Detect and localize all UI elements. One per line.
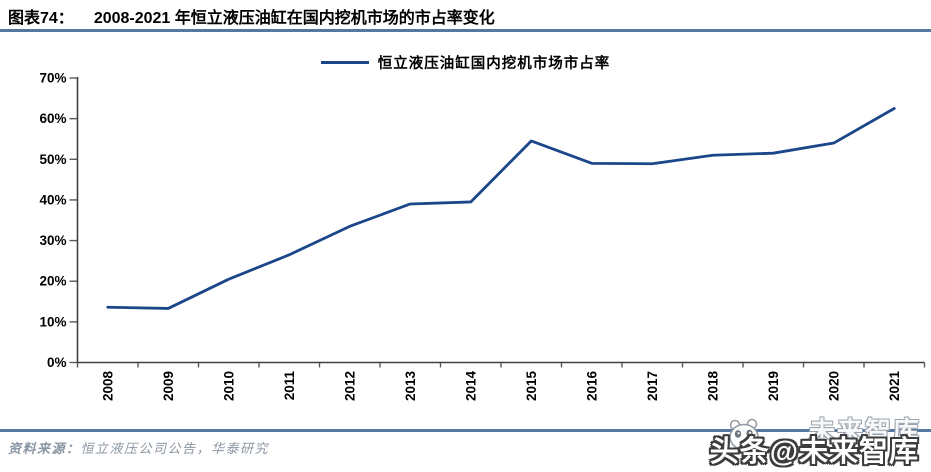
x-axis-tick-label: 2014 bbox=[463, 371, 478, 402]
y-axis-tick-label: 70% bbox=[39, 71, 66, 86]
x-axis-tick-label: 2021 bbox=[887, 371, 902, 402]
x-axis-tick-label: 2008 bbox=[100, 371, 115, 402]
x-axis-tick-label: 2015 bbox=[524, 371, 539, 402]
figure-number-label: 图表74： bbox=[8, 10, 74, 27]
market-share-line bbox=[106, 107, 896, 310]
x-axis-tick-label: 2016 bbox=[584, 371, 599, 402]
x-axis-tick-label: 2010 bbox=[221, 371, 236, 401]
title-divider bbox=[0, 29, 931, 32]
y-axis-tick-label: 10% bbox=[39, 314, 66, 329]
legend-label: 恒立液压油缸国内挖机市场市占率 bbox=[377, 56, 611, 72]
x-axis-tick-label: 2009 bbox=[161, 371, 176, 401]
page-title: 图表74： 2008-2021 年恒立液压油缸在国内挖机市场的市占率变化 bbox=[8, 4, 495, 28]
y-axis-tick-label: 60% bbox=[39, 111, 66, 126]
x-axis-tick-label: 2017 bbox=[645, 371, 660, 401]
source-text: 恒立液压公司公告，华泰研究 bbox=[80, 441, 270, 456]
y-axis-tick-label: 40% bbox=[39, 192, 66, 207]
footer-divider bbox=[0, 429, 931, 432]
source-note: 资料来源：恒立液压公司公告，华泰研究 bbox=[8, 438, 269, 457]
x-axis-tick-label: 2019 bbox=[766, 371, 781, 401]
x-axis-tick-label: 2013 bbox=[403, 371, 418, 402]
x-axis-tick-label: 2011 bbox=[282, 371, 297, 401]
x-axis-tick-label: 2012 bbox=[342, 371, 357, 401]
x-axis-tick-label: 2020 bbox=[826, 371, 841, 401]
y-axis-tick-label: 30% bbox=[39, 233, 66, 248]
legend-line-swatch bbox=[320, 61, 369, 64]
figure-title-text: 2008-2021 年恒立液压油缸在国内挖机市场的市占率变化 bbox=[93, 10, 495, 27]
x-axis-tick-label: 2018 bbox=[705, 371, 720, 402]
chart-legend: 恒立液压油缸国内挖机市场市占率 bbox=[0, 52, 931, 73]
y-axis-tick-label: 0% bbox=[47, 355, 67, 370]
y-axis-tick-label: 20% bbox=[39, 274, 66, 289]
source-label: 资料来源： bbox=[8, 441, 81, 456]
y-axis-tick-label: 50% bbox=[39, 152, 66, 167]
